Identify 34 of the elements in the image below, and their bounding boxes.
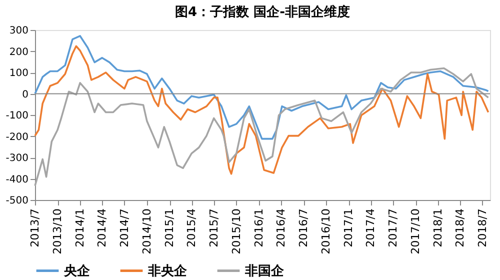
- x-tick-label: 2015/10: [230, 208, 243, 254]
- x-tick-label: 2016/10: [320, 208, 333, 254]
- x-tick-label: 2015/7: [207, 208, 220, 248]
- x-tick-label: 2013/7: [28, 208, 42, 248]
- y-tick-label: 100: [9, 68, 28, 79]
- x-tick-label: 2017/10: [409, 208, 422, 254]
- x-tick-label: 2013/10: [51, 208, 64, 254]
- x-tick-label: 2015/4: [185, 208, 198, 248]
- x-tick-label: 2017/4: [364, 208, 378, 248]
- y-tick-label: -400: [6, 174, 28, 186]
- x-tick-label: 2016/7: [297, 208, 310, 248]
- y-tick-label: 200: [9, 46, 28, 58]
- x-tick-label: 2017/1: [342, 208, 356, 248]
- y-tick-label: 300: [9, 26, 28, 36]
- x-tick-label: 2018/4: [454, 208, 467, 248]
- x-tick-label: 2014/1: [74, 208, 87, 248]
- y-tick-label: -500: [6, 196, 28, 206]
- y-tick-label: -200: [6, 132, 28, 143]
- chart-title: 图4：子指数 国企-非国企维度: [175, 4, 350, 20]
- x-tick-label: 2014/4: [96, 208, 109, 248]
- legend-label: 央企: [63, 264, 91, 279]
- x-tick-label: 2018/1: [432, 208, 445, 248]
- x-tick-label: 2015/1: [163, 208, 176, 248]
- x-tick-label: 2016/4: [274, 208, 288, 248]
- x-tick-label: 2017/7: [386, 208, 400, 248]
- x-tick-label: 2016/1: [252, 208, 266, 248]
- x-tick-label: 2014/10: [140, 208, 154, 254]
- y-tick-label: -300: [6, 153, 28, 164]
- legend-label: 非央企: [147, 264, 188, 279]
- y-tick-label: -100: [6, 110, 28, 122]
- x-tick-label: 2018/7: [476, 208, 489, 248]
- x-tick-label: 2014/7: [118, 208, 131, 248]
- y-tick-label: 0: [22, 89, 28, 100]
- legend-label: 非国企: [244, 264, 285, 279]
